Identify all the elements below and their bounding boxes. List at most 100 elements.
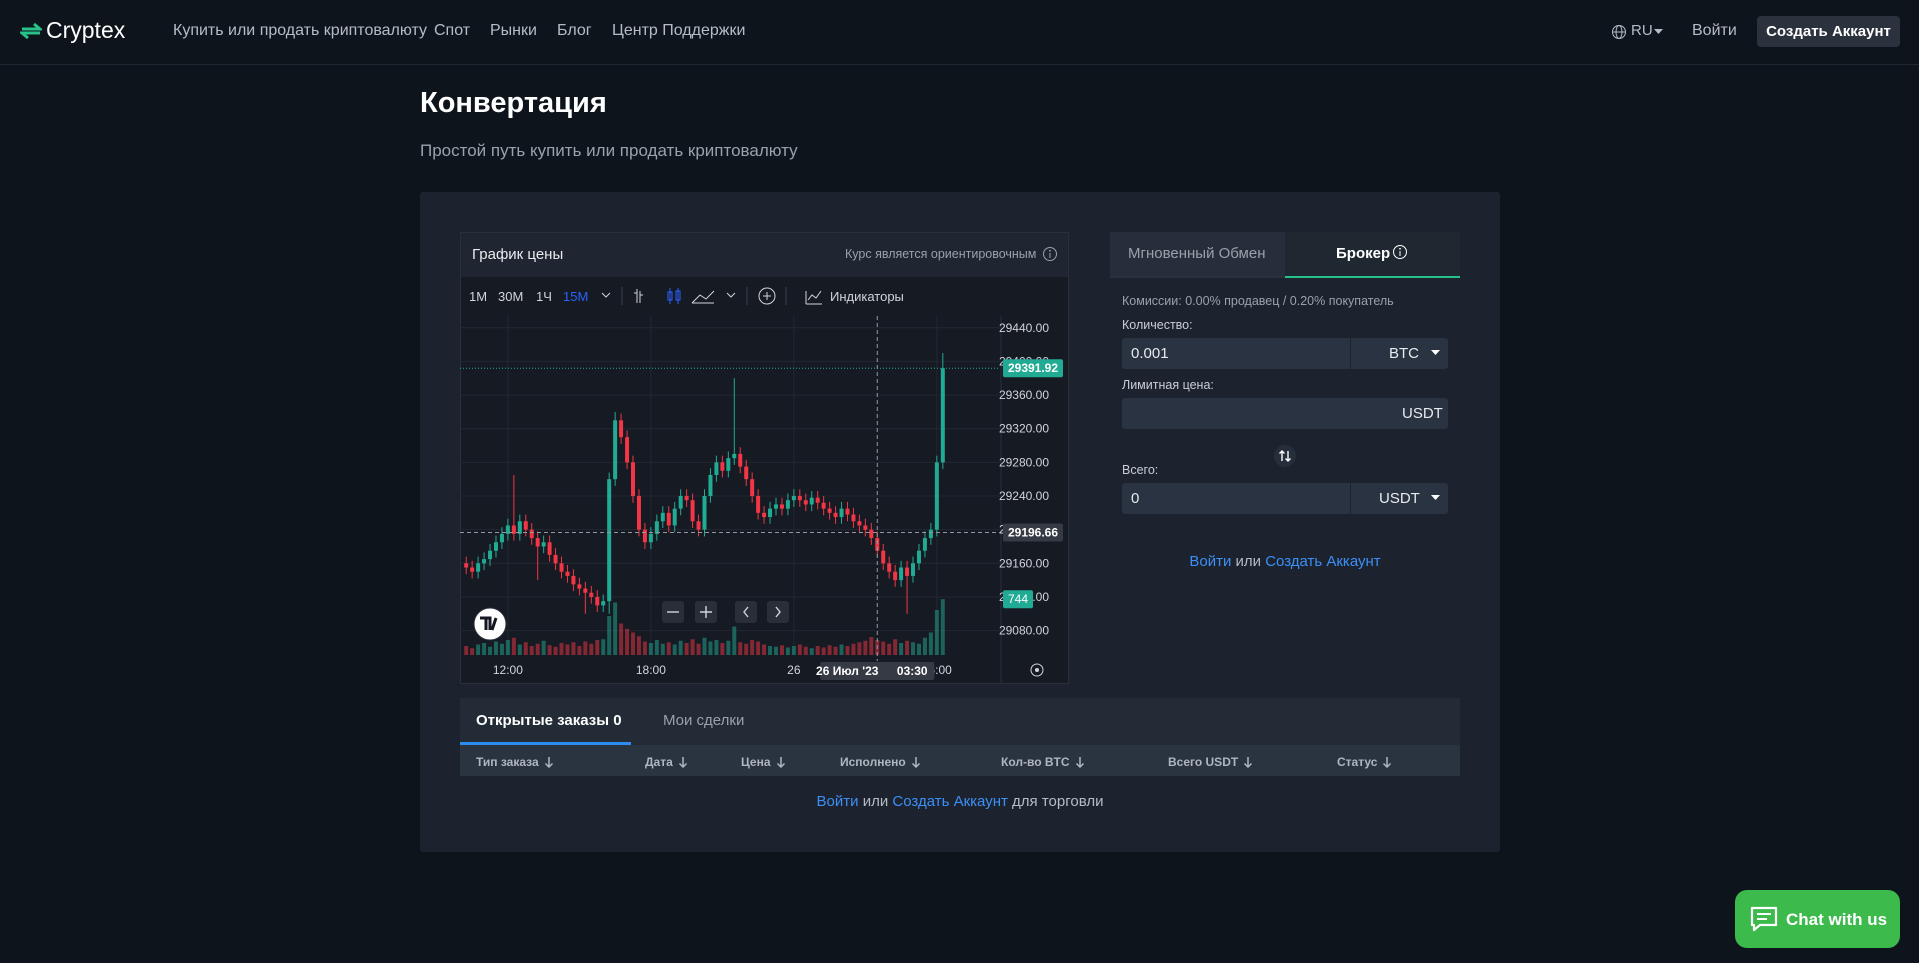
candle-body [785, 500, 790, 509]
crosshair-time: 03:30 [897, 664, 928, 678]
interval[interactable]: 1Ч [536, 289, 552, 304]
total-value[interactable]: 0 [1131, 490, 1140, 507]
orders-auth-prompt: Войти или Создать Аккаунт для торговли [460, 793, 1460, 810]
candle-body [893, 571, 898, 581]
volume-bar [839, 644, 844, 655]
amount-value[interactable]: 0.001 [1131, 345, 1169, 362]
login-link[interactable]: Войти [1189, 553, 1232, 570]
interval[interactable]: 30M [498, 289, 524, 304]
signup-link[interactable]: Создать Аккаунт [1265, 553, 1381, 570]
nav-link[interactable]: Купить или продать криптовалюту [173, 22, 428, 39]
info-icon[interactable] [1392, 244, 1408, 260]
volume-bar [583, 641, 588, 655]
column-header[interactable]: Всего USDT [1168, 755, 1253, 769]
candle-body [714, 462, 719, 475]
limit-input[interactable] [1122, 398, 1448, 429]
volume-bar [714, 640, 719, 655]
login-link[interactable]: Войти [1692, 22, 1737, 39]
candle-body [720, 462, 725, 471]
volume-bar [565, 644, 570, 655]
volume-bar [851, 643, 856, 655]
volume-bar [464, 646, 469, 655]
nav-link[interactable]: Центр Поддержки [612, 22, 746, 39]
candle-body [708, 474, 713, 497]
tab[interactable]: Мои сделки [663, 712, 745, 729]
candle-body [577, 584, 582, 589]
nav-link[interactable]: Спот [434, 22, 471, 39]
candle-body [732, 453, 737, 459]
zoom-icon [743, 606, 749, 618]
candle-body [541, 542, 546, 547]
field-label: Лимитная цена: [1122, 378, 1214, 392]
candle-body [571, 575, 576, 585]
volume-bar [934, 610, 939, 655]
volume-bar [922, 637, 927, 655]
tab[interactable]: Мгновенный Обмен [1128, 245, 1266, 262]
volume-bar [517, 644, 522, 655]
total-unit[interactable]: USDT [1379, 490, 1420, 507]
candle-body [857, 521, 862, 526]
volume-bar [601, 639, 606, 655]
column-header[interactable]: Исполнено [840, 755, 921, 769]
volume-bar [678, 640, 683, 655]
column-header[interactable]: Дата [645, 755, 688, 769]
volume-bar [654, 640, 659, 655]
candle-body [803, 500, 808, 505]
indicators-button[interactable]: Индикаторы [830, 289, 904, 304]
candle-body [553, 554, 558, 564]
chat-label[interactable]: Chat with us [1786, 910, 1888, 929]
volume-bar [863, 640, 868, 655]
volume-bar [744, 643, 749, 655]
signup-link[interactable]: Создать Аккаунт [892, 793, 1008, 810]
amount-input[interactable] [1122, 338, 1448, 369]
logo-icon [20, 22, 42, 40]
language[interactable]: RU [1631, 22, 1653, 39]
zoom-icon [700, 606, 712, 618]
volume-bar [899, 643, 904, 655]
volume-label: 744 [1008, 592, 1028, 606]
login-link[interactable]: Войти [816, 793, 859, 810]
x-tick-label: 26 [787, 663, 801, 677]
signup-button[interactable]: Создать Аккаунт [1757, 16, 1900, 47]
volume-bar [648, 643, 653, 655]
volume-bar [470, 648, 475, 655]
volume-bar [488, 646, 493, 655]
volume-bar [797, 644, 802, 655]
volume-bar [636, 636, 641, 655]
y-tick-label: 29080.00 [999, 624, 1049, 638]
candle-body [482, 559, 487, 564]
last-price-label: 29391.92 [1008, 361, 1058, 375]
volume-bar [726, 640, 731, 655]
tab-active[interactable]: Открытые заказы 0 [476, 712, 622, 729]
nav-link[interactable]: Блог [557, 22, 592, 39]
crosshair-x-box [820, 662, 935, 680]
volume-bar [905, 640, 910, 655]
tab-active[interactable]: Брокер [1336, 245, 1391, 262]
zoom-button [767, 601, 789, 623]
volume-bar [499, 643, 504, 655]
swap-button[interactable] [1274, 445, 1296, 467]
nav-link[interactable]: Рынки [490, 22, 537, 39]
volume-bar [916, 643, 921, 655]
volume-bar [696, 643, 701, 655]
column-header[interactable]: Тип заказа [476, 755, 554, 769]
sort-icon [776, 757, 785, 769]
column-header[interactable]: Статус [1337, 755, 1392, 769]
candle-body [601, 601, 606, 606]
interval[interactable]: 1M [469, 289, 488, 304]
interval-active[interactable]: 15M [563, 289, 589, 304]
info-icon[interactable] [1042, 246, 1058, 262]
or-text: или [862, 793, 889, 810]
column-header[interactable]: Цена [741, 755, 786, 769]
sort-icon [1244, 757, 1253, 769]
orders-tabs [460, 698, 1460, 745]
volume-bar [547, 645, 552, 655]
amount-unit[interactable]: BTC [1389, 345, 1419, 362]
candle-body [875, 538, 880, 551]
column-header[interactable]: Кол-во BTC [1001, 755, 1085, 769]
volume-bar [732, 626, 737, 655]
candle-body [648, 533, 653, 543]
total-input[interactable] [1122, 483, 1448, 514]
volume-bar [815, 646, 820, 655]
logo[interactable]: Cryptex [46, 17, 126, 43]
